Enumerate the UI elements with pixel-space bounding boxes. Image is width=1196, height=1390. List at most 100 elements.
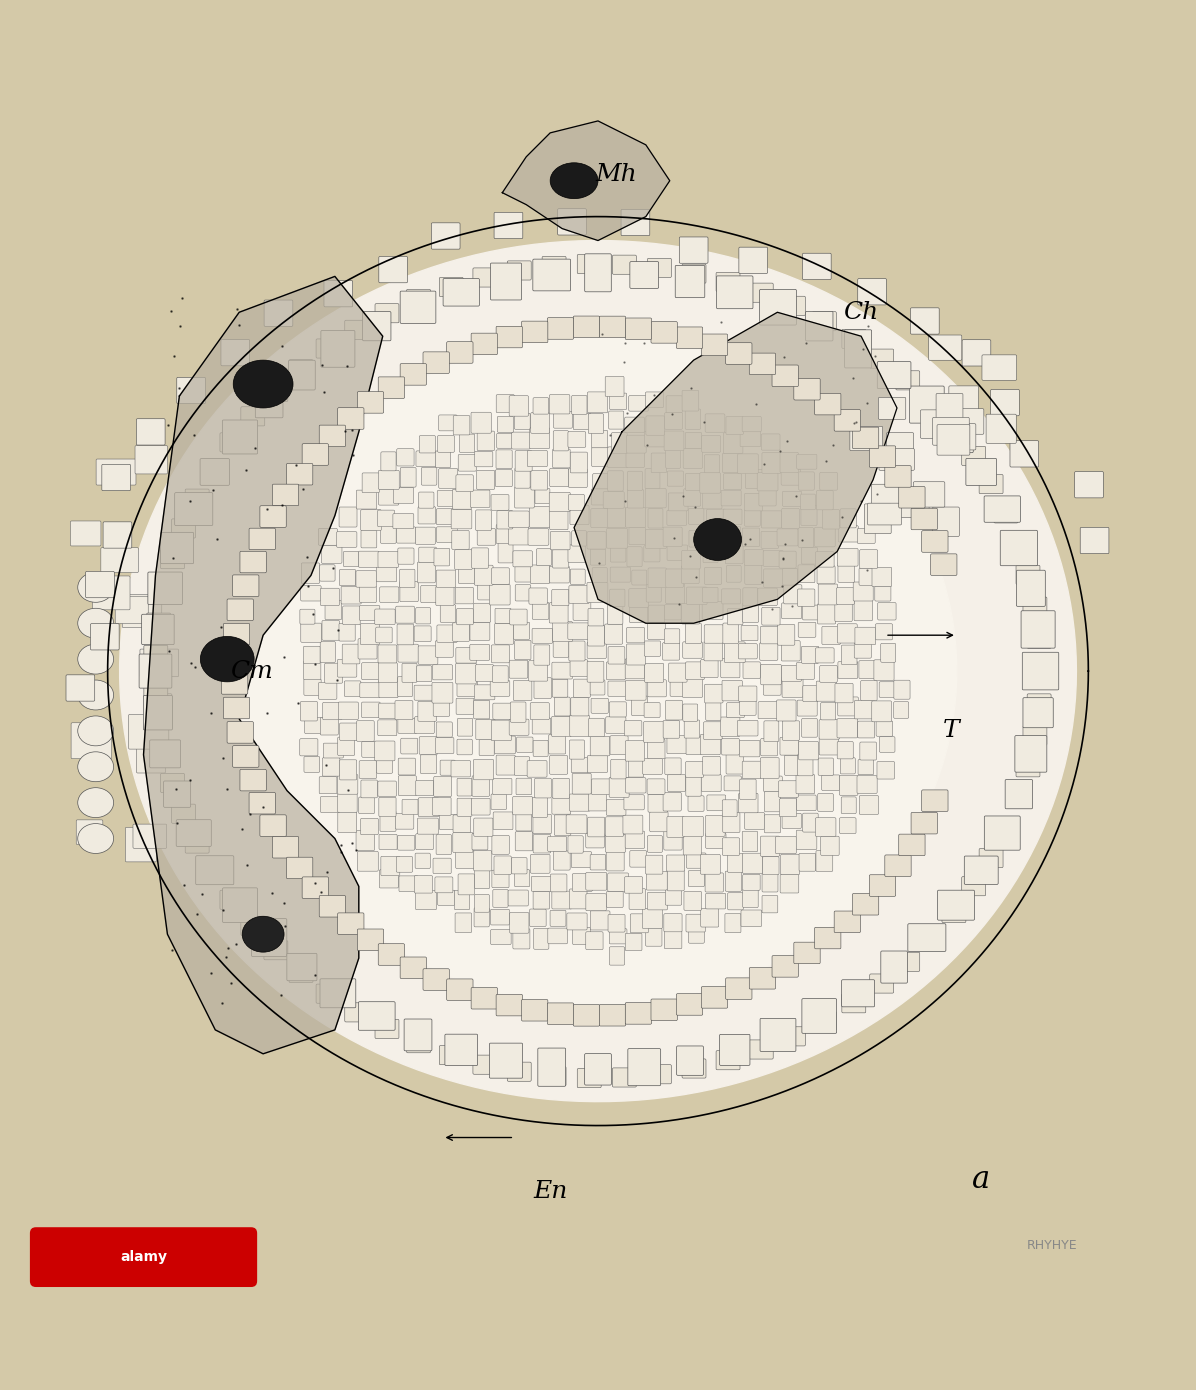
FancyBboxPatch shape [608, 607, 624, 626]
FancyBboxPatch shape [403, 874, 417, 890]
FancyBboxPatch shape [627, 396, 643, 413]
FancyBboxPatch shape [456, 681, 470, 699]
FancyBboxPatch shape [667, 817, 683, 835]
FancyBboxPatch shape [550, 527, 570, 542]
FancyBboxPatch shape [859, 756, 878, 773]
FancyBboxPatch shape [252, 391, 286, 418]
FancyBboxPatch shape [869, 874, 896, 897]
FancyBboxPatch shape [396, 795, 417, 812]
FancyBboxPatch shape [877, 582, 896, 603]
FancyBboxPatch shape [666, 680, 688, 696]
FancyBboxPatch shape [724, 603, 740, 624]
FancyBboxPatch shape [472, 493, 490, 510]
FancyBboxPatch shape [702, 756, 720, 774]
FancyBboxPatch shape [549, 435, 567, 452]
FancyBboxPatch shape [420, 891, 435, 909]
FancyBboxPatch shape [415, 778, 432, 799]
FancyBboxPatch shape [96, 459, 136, 485]
FancyBboxPatch shape [663, 492, 683, 510]
FancyBboxPatch shape [682, 411, 702, 432]
FancyBboxPatch shape [609, 435, 628, 453]
FancyBboxPatch shape [414, 452, 433, 473]
FancyBboxPatch shape [300, 623, 319, 638]
FancyBboxPatch shape [396, 742, 415, 756]
FancyBboxPatch shape [842, 329, 866, 349]
FancyBboxPatch shape [507, 261, 531, 279]
FancyBboxPatch shape [593, 773, 609, 792]
FancyBboxPatch shape [590, 851, 610, 869]
FancyBboxPatch shape [493, 552, 509, 569]
FancyBboxPatch shape [814, 927, 841, 949]
FancyBboxPatch shape [630, 760, 646, 777]
FancyBboxPatch shape [667, 852, 687, 867]
FancyBboxPatch shape [702, 856, 721, 874]
FancyBboxPatch shape [704, 890, 721, 906]
FancyBboxPatch shape [535, 869, 551, 890]
Polygon shape [144, 277, 383, 1054]
FancyBboxPatch shape [630, 909, 645, 926]
FancyBboxPatch shape [858, 774, 878, 795]
FancyBboxPatch shape [684, 703, 700, 721]
FancyBboxPatch shape [220, 432, 244, 452]
FancyBboxPatch shape [743, 430, 762, 448]
FancyBboxPatch shape [781, 602, 801, 620]
FancyBboxPatch shape [842, 994, 866, 1013]
FancyBboxPatch shape [475, 506, 490, 525]
FancyBboxPatch shape [554, 584, 573, 603]
FancyBboxPatch shape [763, 1022, 793, 1048]
FancyBboxPatch shape [532, 795, 549, 816]
FancyBboxPatch shape [453, 796, 475, 815]
FancyBboxPatch shape [509, 524, 527, 543]
FancyBboxPatch shape [853, 894, 879, 915]
FancyBboxPatch shape [933, 417, 969, 445]
FancyBboxPatch shape [377, 705, 397, 721]
FancyBboxPatch shape [530, 891, 548, 909]
Ellipse shape [550, 163, 598, 199]
FancyBboxPatch shape [610, 906, 627, 927]
FancyBboxPatch shape [764, 291, 792, 324]
FancyBboxPatch shape [437, 582, 454, 600]
FancyBboxPatch shape [380, 798, 399, 817]
FancyBboxPatch shape [420, 488, 435, 506]
FancyBboxPatch shape [838, 816, 855, 834]
FancyBboxPatch shape [942, 891, 970, 920]
FancyBboxPatch shape [879, 449, 915, 470]
FancyBboxPatch shape [608, 892, 624, 910]
FancyBboxPatch shape [591, 662, 609, 677]
FancyBboxPatch shape [399, 292, 437, 322]
FancyBboxPatch shape [92, 575, 130, 610]
FancyBboxPatch shape [401, 956, 427, 979]
FancyBboxPatch shape [147, 710, 171, 730]
FancyBboxPatch shape [454, 416, 475, 431]
FancyBboxPatch shape [144, 678, 167, 696]
FancyBboxPatch shape [472, 759, 490, 777]
FancyBboxPatch shape [646, 528, 664, 545]
FancyBboxPatch shape [677, 327, 703, 349]
FancyBboxPatch shape [341, 820, 356, 835]
Ellipse shape [78, 609, 114, 638]
FancyBboxPatch shape [547, 664, 567, 685]
FancyBboxPatch shape [1075, 471, 1104, 498]
FancyBboxPatch shape [586, 410, 606, 431]
Polygon shape [574, 313, 897, 623]
FancyBboxPatch shape [572, 817, 590, 835]
FancyBboxPatch shape [397, 525, 415, 543]
FancyBboxPatch shape [706, 449, 722, 470]
FancyBboxPatch shape [378, 546, 393, 562]
FancyBboxPatch shape [646, 815, 665, 834]
FancyBboxPatch shape [338, 584, 356, 603]
FancyBboxPatch shape [530, 720, 549, 735]
FancyBboxPatch shape [647, 1065, 671, 1084]
FancyBboxPatch shape [495, 606, 512, 624]
FancyBboxPatch shape [517, 872, 532, 887]
FancyBboxPatch shape [551, 628, 566, 644]
FancyBboxPatch shape [683, 756, 700, 773]
FancyBboxPatch shape [447, 342, 474, 363]
FancyBboxPatch shape [303, 877, 329, 898]
FancyBboxPatch shape [548, 318, 574, 339]
FancyBboxPatch shape [611, 678, 628, 698]
FancyBboxPatch shape [419, 873, 439, 890]
FancyBboxPatch shape [836, 741, 854, 758]
FancyBboxPatch shape [566, 799, 586, 816]
FancyBboxPatch shape [840, 678, 856, 696]
